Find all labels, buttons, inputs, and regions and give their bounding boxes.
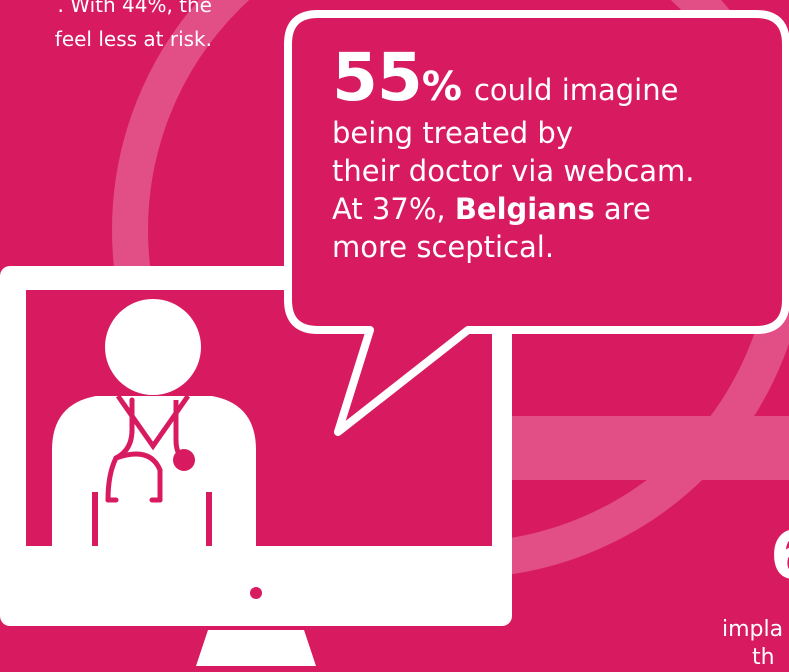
doctor-body bbox=[52, 396, 256, 546]
bubble-line-2: being treated by bbox=[332, 116, 573, 150]
speech-bubble bbox=[284, 10, 789, 436]
stethoscope-tube-mid bbox=[113, 451, 163, 503]
bubble-line-5: more sceptical. bbox=[332, 230, 555, 264]
bubble-line-1: 55% could imagine bbox=[332, 42, 762, 114]
top-left-note: . With 44%, the feel less at risk. bbox=[0, 0, 212, 56]
bubble-line-4-prefix: At 37%, bbox=[332, 192, 446, 226]
bubble-line-1-rest: could imagine bbox=[473, 73, 679, 107]
bottom-right-big-number: 6 bbox=[770, 520, 789, 592]
coat-line-left bbox=[92, 492, 98, 546]
bottom-right-line1: impla bbox=[722, 617, 784, 642]
bottom-right-note: impla th bbox=[722, 616, 789, 672]
bubble-line-3: their doctor via webcam. bbox=[332, 154, 695, 188]
doctor-with-stethoscope-icon bbox=[52, 299, 256, 546]
bubble-line-4-suffix: are bbox=[603, 192, 651, 226]
percent-number: 55 bbox=[332, 39, 423, 116]
monitor-stand bbox=[196, 630, 316, 666]
speech-bubble-text: 55% could imagine being treated by their … bbox=[332, 42, 762, 266]
belgians-highlight: Belgians bbox=[454, 192, 595, 226]
power-button-dot bbox=[250, 587, 262, 599]
doctor-head bbox=[105, 299, 201, 395]
stethoscope-chestpiece bbox=[173, 449, 195, 471]
percent-sign: % bbox=[421, 64, 462, 110]
bubble-line-4: At 37%, Belgians are bbox=[332, 190, 762, 228]
coat-line-right bbox=[206, 492, 212, 546]
top-left-note-line1: . With 44%, the bbox=[57, 0, 212, 17]
decorative-band bbox=[512, 416, 789, 480]
bottom-right-line2: th bbox=[752, 645, 775, 670]
top-left-note-line2: feel less at risk. bbox=[54, 27, 212, 51]
